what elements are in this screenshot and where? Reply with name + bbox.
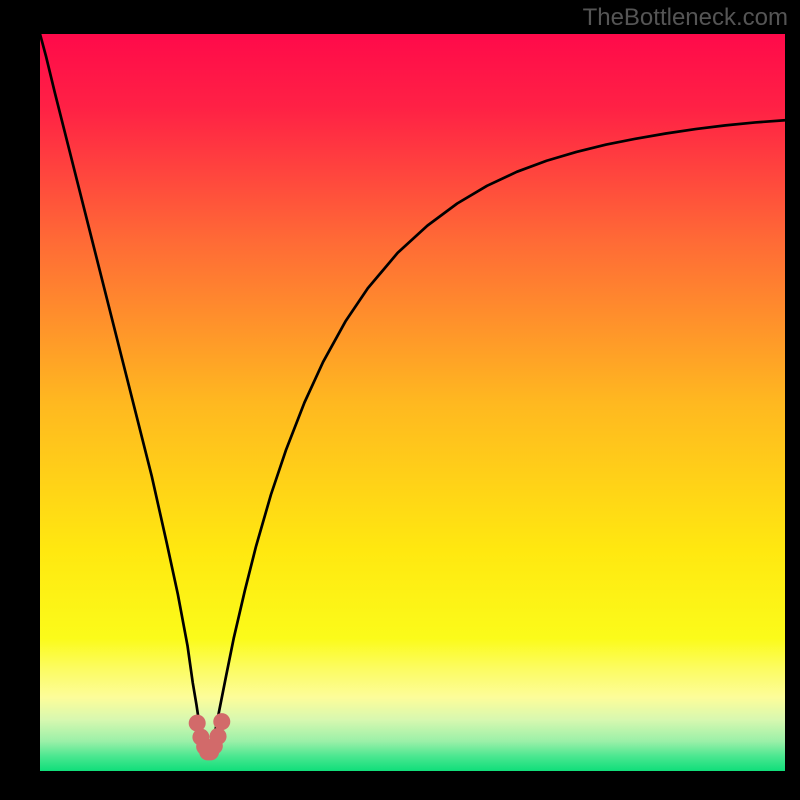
gradient-background bbox=[40, 34, 785, 771]
bottom-marker bbox=[210, 728, 227, 745]
chart-frame: TheBottleneck.com bbox=[0, 0, 800, 800]
plot-svg bbox=[40, 34, 785, 771]
watermark-text: TheBottleneck.com bbox=[583, 4, 788, 32]
bottom-marker bbox=[213, 713, 230, 730]
plot-area bbox=[40, 34, 785, 771]
